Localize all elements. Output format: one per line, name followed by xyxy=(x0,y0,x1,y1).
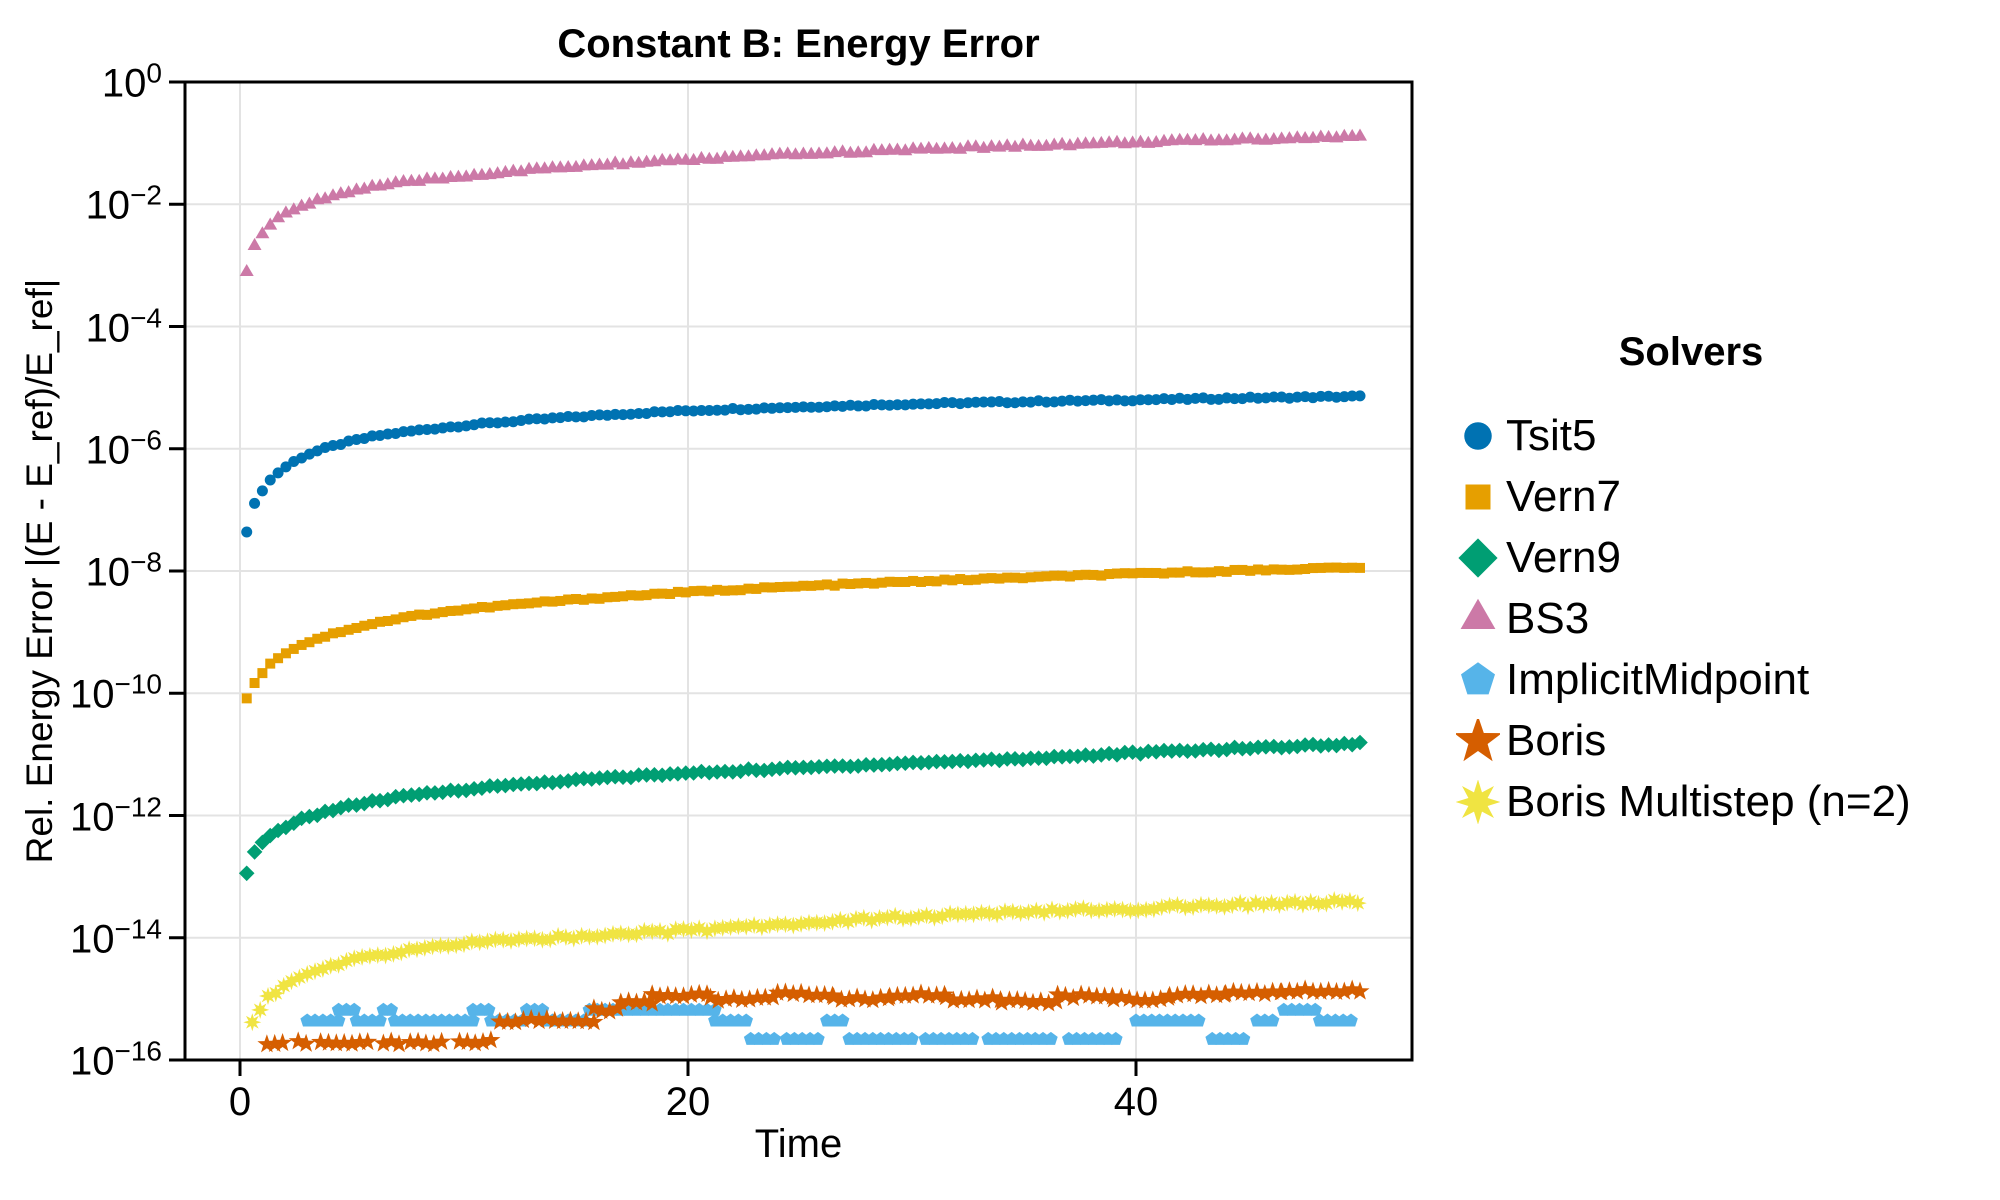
legend-title: Solvers xyxy=(1618,330,1764,374)
legend-item-boris-multistep-n-2: Boris Multistep (n=2) xyxy=(1456,771,1996,832)
bs3-marker-icon xyxy=(1460,598,1496,629)
series-bs3 xyxy=(239,128,1367,276)
legend-item-implicitmidpoint: ImplicitMidpoint xyxy=(1456,649,1996,710)
legend-items: Tsit5 Vern7 Vern9 BS3 ImplicitMidpoint Boris B… xyxy=(1456,405,1996,832)
y-tick-label: 100 xyxy=(101,57,162,106)
y-tick-label: 10−8 xyxy=(85,546,162,595)
x-tick-label: 40 xyxy=(1113,1080,1159,1124)
tsit5-marker-icon xyxy=(1464,421,1492,450)
x-axis-label: Time xyxy=(754,1122,843,1166)
x-tick-label: 20 xyxy=(665,1080,711,1124)
series-boris-multistep-n-2 xyxy=(243,891,1367,1032)
x-tick-label: 0 xyxy=(228,1080,252,1124)
legend-item-label: ImplicitMidpoint xyxy=(1506,654,1810,704)
series-vern7 xyxy=(241,562,1365,704)
y-tick-label: 10−2 xyxy=(85,179,162,228)
boris-multistep-n-2-marker-icon xyxy=(1456,779,1500,824)
tick-marks xyxy=(169,80,1138,1076)
plot-border xyxy=(183,80,1414,1062)
legend-item-label: Tsit5 xyxy=(1506,410,1597,460)
series-tsit5 xyxy=(241,390,1366,538)
y-tick-label: 10−6 xyxy=(85,424,162,473)
y-tick-label: 10−16 xyxy=(70,1035,162,1084)
legend-item-vern9: Vern9 xyxy=(1456,527,1996,588)
legend-item-label: Boris Multistep (n=2) xyxy=(1506,776,1911,826)
implicitmidpoint-marker-icon xyxy=(1461,661,1495,694)
series-vern9 xyxy=(238,734,1368,882)
boris-marker-icon xyxy=(1456,718,1500,761)
y-tick-label: 10−14 xyxy=(70,913,162,962)
legend-item-tsit5: Tsit5 xyxy=(1456,405,1996,466)
legend-item-boris: Boris xyxy=(1456,710,1996,771)
chart-title: Constant B: Energy Error xyxy=(557,22,1040,66)
series-boris xyxy=(257,979,1370,1053)
vern7-marker-icon xyxy=(1465,484,1491,509)
legend-item-label: Boris xyxy=(1506,715,1607,765)
legend-item-label: Vern9 xyxy=(1506,532,1621,582)
legend-item-label: Vern7 xyxy=(1506,471,1621,521)
legend-item-label: BS3 xyxy=(1506,593,1590,643)
vern9-marker-icon xyxy=(1458,537,1498,578)
y-tick-label: 10−12 xyxy=(70,790,162,840)
y-tick-label: 10−4 xyxy=(85,301,162,351)
legend-item-bs3: BS3 xyxy=(1456,588,1996,649)
legend-item-vern7: Vern7 xyxy=(1456,466,1996,527)
y-tick-label: 10−10 xyxy=(70,668,162,717)
legend: Solvers Tsit5 Vern7 Vern9 BS3 ImplicitMidpoi… xyxy=(1456,330,1996,832)
